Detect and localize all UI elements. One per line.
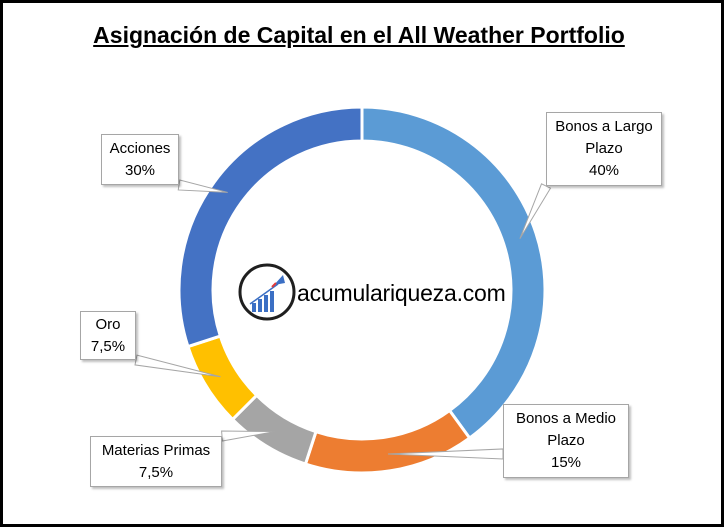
slice-acciones	[177, 105, 364, 349]
data-label-line: Materias Primas	[101, 441, 211, 459]
slice-bonos-a-largo-plazo	[360, 105, 547, 441]
data-label-bonos-a-medio-plazo: Bonos a Medio Plazo 15%	[503, 404, 629, 478]
data-label-line: Bonos a Medio	[515, 410, 617, 427]
callout-leader-0	[519, 183, 552, 239]
data-label-line: 7,5%	[90, 337, 126, 355]
brand-logo-icon	[238, 263, 296, 321]
data-label-materias-primas: Materias Primas 7,5%	[90, 436, 222, 487]
slice-bonos-a-medio-plazo	[303, 408, 472, 475]
data-label-line: Plazo	[547, 432, 585, 449]
callout-leader-2	[221, 430, 276, 442]
data-label-line: Oro	[95, 315, 121, 333]
data-label-line: Bonos a Largo	[555, 118, 653, 135]
slice-oro	[186, 334, 259, 422]
data-label-line: 15%	[550, 454, 582, 471]
brand-text: acumulariqueza.com	[297, 280, 506, 306]
data-label-line: 40%	[588, 162, 620, 179]
callout-leaders	[134, 179, 552, 460]
data-label-line: 7,5%	[138, 463, 174, 481]
chart-title: Asignación de Capital en el All Weather …	[93, 22, 625, 48]
data-label-bonos-a-largo-plazo: Bonos a Largo Plazo 40%	[546, 112, 662, 186]
data-label-oro: Oro 7,5%	[80, 311, 136, 360]
callout-leader-4	[177, 179, 228, 193]
data-label-line: 30%	[124, 161, 156, 179]
data-label-line: Acciones	[109, 139, 171, 157]
data-label-line: Plazo	[585, 140, 623, 157]
donut-slices	[177, 105, 547, 475]
callout-leader-3	[134, 354, 221, 378]
data-label-acciones: Acciones 30%	[101, 134, 179, 185]
